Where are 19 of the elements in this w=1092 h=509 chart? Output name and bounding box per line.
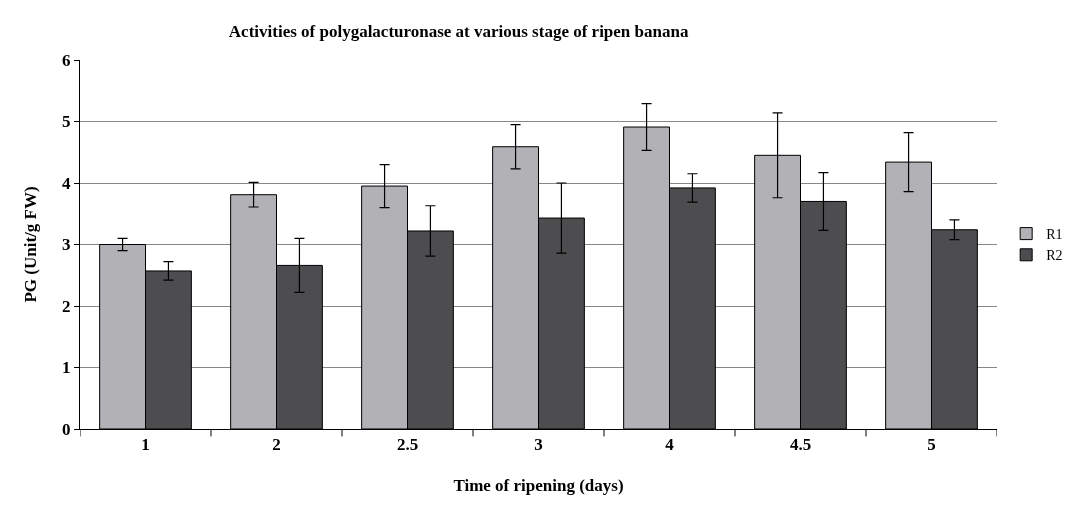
x-tick-label: 5 xyxy=(927,435,936,455)
x-axis-title: Time of ripening (days) xyxy=(453,475,624,495)
legend-label: R1 xyxy=(1046,227,1063,243)
y-tick-label: 4 xyxy=(62,173,72,193)
legend-label: R2 xyxy=(1046,248,1063,264)
y-tick-label: 0 xyxy=(62,419,71,439)
y-tick-label: 5 xyxy=(62,112,71,132)
x-tick-label: 2.5 xyxy=(396,435,419,455)
y-tick-label: 2 xyxy=(62,296,71,316)
x-tick-label: 2 xyxy=(272,435,281,455)
y-axis-title: PG (Unit/g FW) xyxy=(21,186,40,303)
x-tick-label: 4.5 xyxy=(789,435,812,455)
y-tick-label: 1 xyxy=(62,358,71,378)
y-tick-label: 6 xyxy=(62,50,71,70)
x-tick-label: 4 xyxy=(665,435,675,455)
chart-title: Activities of polygalacturonase at various stage of ripen banana xyxy=(228,22,689,42)
x-tick-label: 3 xyxy=(534,435,543,455)
y-tick-label: 3 xyxy=(62,235,71,255)
x-tick-label: 1 xyxy=(141,435,150,455)
